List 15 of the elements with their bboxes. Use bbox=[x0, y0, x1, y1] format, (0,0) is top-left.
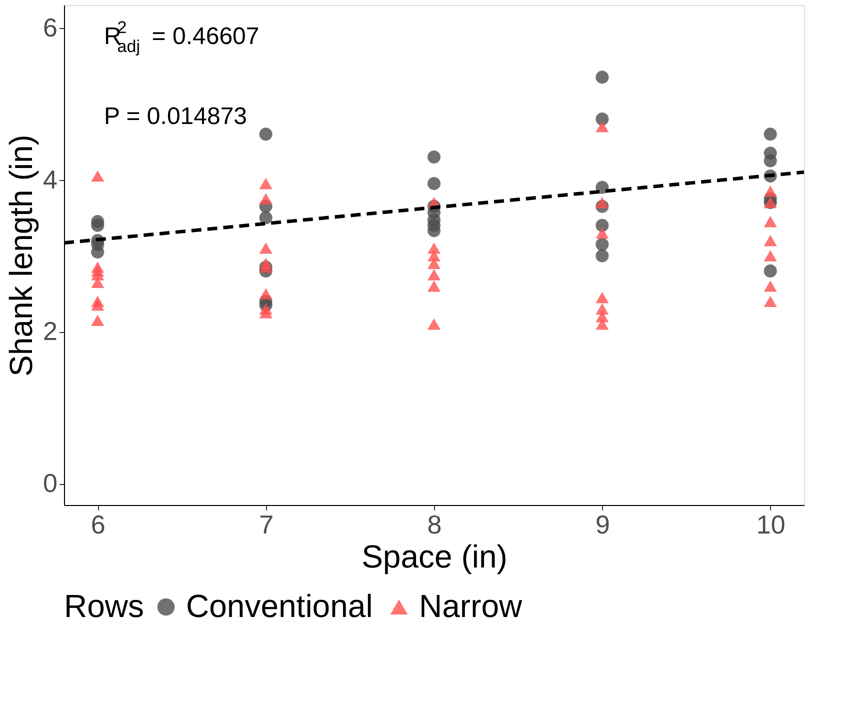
x-tick-label: 9 bbox=[595, 510, 610, 540]
y-tick-label: 0 bbox=[43, 468, 58, 498]
legend-title: Rows bbox=[64, 588, 144, 624]
y-tick-label: 4 bbox=[43, 164, 58, 194]
x-tick-label: 10 bbox=[756, 510, 786, 540]
x-tick-label: 6 bbox=[90, 510, 106, 540]
y-tick-label: 6 bbox=[43, 12, 58, 42]
legend-label: Conventional bbox=[186, 588, 373, 624]
annotation: P = 0.014873 bbox=[104, 103, 248, 130]
x-axis-title: Space (in) bbox=[362, 538, 508, 574]
legend-label: Narrow bbox=[419, 588, 524, 624]
x-tick-label: 8 bbox=[427, 510, 442, 540]
x-tick-label: 7 bbox=[259, 510, 274, 540]
y-axis-title: Shank length (in) bbox=[3, 134, 40, 376]
y-tick-label: 2 bbox=[43, 316, 58, 346]
